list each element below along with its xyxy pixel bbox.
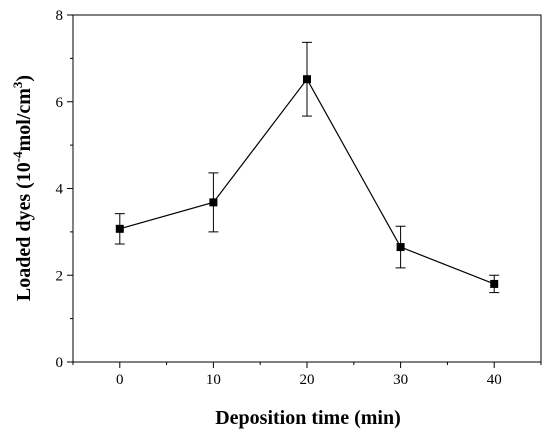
data-point: [209, 198, 218, 207]
x-tick-label: 10: [206, 372, 221, 388]
x-tick-label: 40: [487, 372, 502, 388]
x-tick-label: 30: [393, 372, 408, 388]
y-axis-title: Loaded dyes (10-4mol/cm3): [10, 75, 35, 301]
plot-area: 0 10 20 30 40 0 2 4 6 8: [56, 8, 542, 388]
y-tick-label: 0: [56, 355, 64, 371]
data-point: [115, 224, 124, 233]
y-axis-title-suffix: ): [13, 75, 35, 82]
data-point: [303, 75, 311, 84]
y-tick-label: 4: [56, 182, 64, 198]
y-axis-title-middle: mol/cm: [13, 88, 35, 152]
data-point: [396, 243, 405, 252]
y-axis-title-exponent-1: -4: [10, 151, 25, 162]
y-axis-title-prefix: Loaded dyes (10: [13, 162, 35, 301]
x-axis-title: Deposition time (min): [215, 407, 401, 429]
x-tick-label: 0: [116, 372, 124, 388]
x-tick-label: 20: [300, 372, 315, 388]
y-tick-label: 2: [56, 268, 64, 284]
data-point: [490, 279, 499, 288]
y-tick-label: 6: [56, 95, 64, 111]
y-axis-title-exponent-2: 3: [10, 81, 25, 88]
y-tick-label: 8: [56, 8, 64, 24]
